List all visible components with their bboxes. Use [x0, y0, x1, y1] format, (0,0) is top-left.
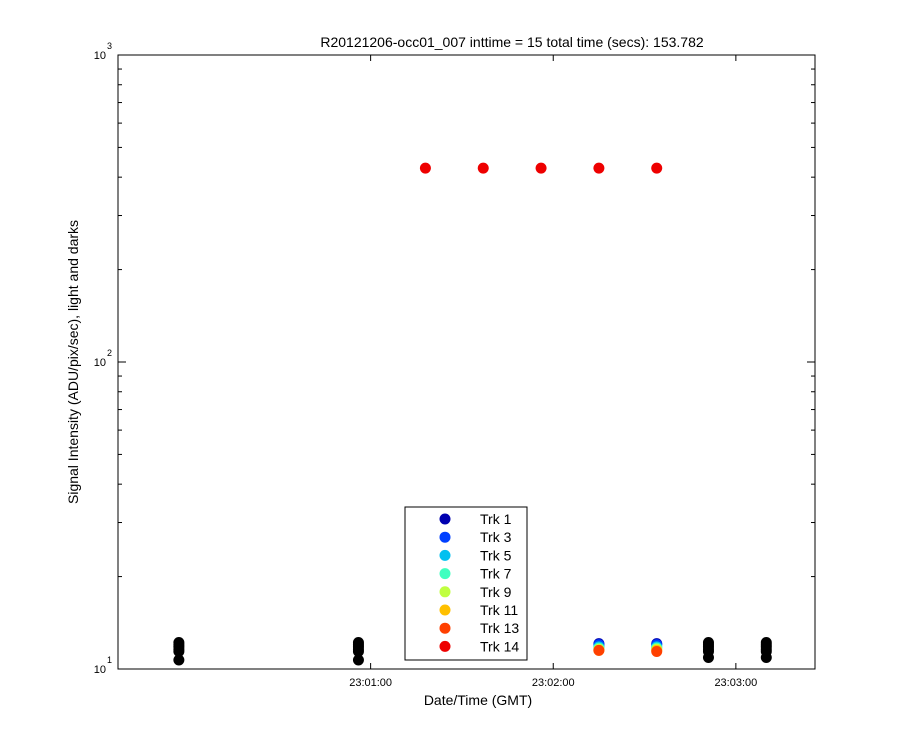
dark-point — [352, 654, 364, 666]
dark-point — [173, 646, 185, 658]
x-tick-labels: 23:01:00 23:02:00 23:03:00 — [349, 677, 757, 689]
y-tick-label: 10 — [94, 50, 106, 62]
legend-marker-trk-9 — [439, 586, 451, 598]
legend-label-trk-9: Trk 9 — [480, 584, 512, 600]
dark-point — [173, 654, 185, 666]
y-tick-label: 10 — [94, 357, 106, 369]
y-tick-label: 10 — [94, 664, 106, 676]
legend-label-trk-1: Trk 1 — [480, 511, 512, 527]
legend-marker-trk-1 — [439, 513, 451, 525]
legend: Trk 1 Trk 3 Trk 5 Trk 7 Trk 9 Trk 11 Trk 13 Trk… — [404, 506, 528, 661]
legend-items: Trk 1 Trk 3 Trk 5 Trk 7 Trk 9 Trk 11 Trk 13 Trk… — [439, 511, 519, 654]
legend-marker-trk-3 — [439, 531, 451, 543]
point-trk-14 — [477, 162, 489, 174]
legend-label-trk-11: Trk 11 — [480, 602, 518, 618]
dark-point — [702, 652, 714, 664]
point-trk-13 — [651, 646, 663, 658]
legend-marker-trk-11 — [439, 604, 451, 616]
y-axis-label: Signal Intensity (ADU/pix/sec), light an… — [65, 220, 81, 504]
y-tick-exponent: 3 — [107, 41, 112, 51]
point-trk-14 — [651, 162, 663, 174]
x-tick-label: 23:02:00 — [532, 677, 575, 689]
y-tick-exponent: 2 — [107, 348, 112, 358]
legend-label-trk-7: Trk 7 — [480, 566, 512, 582]
legend-marker-trk-5 — [439, 549, 451, 561]
point-trk-13 — [593, 644, 605, 656]
chart-title: R20121206-occ01_007 inttime = 15 total t… — [320, 34, 704, 50]
legend-marker-trk-13 — [439, 622, 451, 634]
legend-label-trk-3: Trk 3 — [480, 529, 512, 545]
legend-marker-trk-7 — [439, 568, 451, 580]
x-axis-label: Date/Time (GMT) — [424, 692, 532, 708]
legend-label-trk-14: Trk 14 — [480, 638, 519, 654]
dark-point — [352, 646, 364, 658]
axis-ticks — [118, 54, 815, 670]
point-trk-14 — [593, 162, 605, 174]
point-trk-14 — [419, 162, 431, 174]
x-tick-label: 23:03:00 — [714, 677, 757, 689]
x-tick-label: 23:01:00 — [349, 677, 392, 689]
legend-marker-trk-14 — [439, 640, 451, 652]
dark-point — [760, 652, 772, 664]
legend-label-trk-13: Trk 13 — [480, 620, 519, 636]
y-tick-exponent: 1 — [107, 655, 112, 665]
legend-box — [404, 506, 528, 661]
point-trk-14 — [535, 162, 547, 174]
legend-label-trk-5: Trk 5 — [480, 547, 512, 563]
